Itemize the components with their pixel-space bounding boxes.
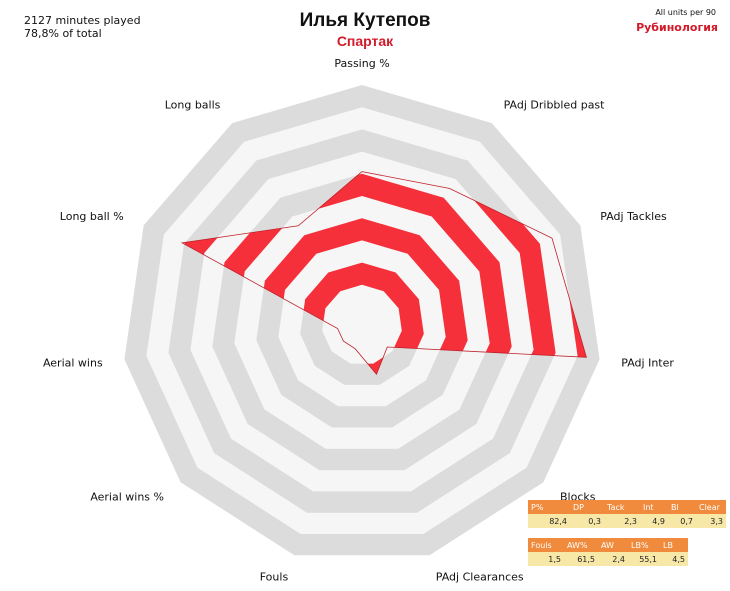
- minutes-played: 2127 minutes played: [24, 14, 141, 27]
- stats-value: 1,5: [528, 552, 564, 566]
- stats-value: 55,1: [628, 552, 660, 566]
- stats-table-1: P% DP Tack Int Bl Clear 82,4 0,3 2,3 4,9…: [528, 500, 726, 528]
- stats-value: 0,3: [570, 514, 604, 528]
- axis-label: Aerial wins: [43, 356, 103, 369]
- stats-value: 82,4: [528, 514, 570, 528]
- stats-table-2: Fouls AW% AW LB% LB 1,5 61,5 2,4 55,1 4,…: [528, 538, 688, 566]
- stats-table-1-header: P% DP Tack Int Bl Clear: [528, 500, 726, 514]
- stats-table-1-values: 82,4 0,3 2,3 4,9 0,7 3,3: [528, 514, 726, 528]
- stats-header: AW: [598, 538, 628, 552]
- stats-value: 0,7: [668, 514, 696, 528]
- player-name: Илья Кутепов: [299, 10, 431, 31]
- stats-value: 2,3: [604, 514, 640, 528]
- stats-table-2-values: 1,5 61,5 2,4 55,1 4,5: [528, 552, 688, 566]
- brand-label: Рубинология: [636, 21, 718, 34]
- axis-label: Passing %: [334, 57, 389, 70]
- stats-value: 4,5: [660, 552, 688, 566]
- stats-header: AW%: [564, 538, 598, 552]
- axis-label: Long balls: [165, 99, 221, 112]
- axis-label: Long ball %: [60, 210, 124, 223]
- stats-value: 4,9: [640, 514, 668, 528]
- minutes-share: 78,8% of total: [24, 27, 102, 40]
- stats-header: LB: [660, 538, 688, 552]
- stats-header: Clear: [696, 500, 726, 514]
- stats-value: 3,3: [696, 514, 726, 528]
- stats-header: Fouls: [528, 538, 564, 552]
- stats-header: Tack: [604, 500, 640, 514]
- radar-data-band: [344, 307, 380, 343]
- axis-label: PAdj Inter: [621, 356, 674, 369]
- stats-value: 2,4: [598, 552, 628, 566]
- units-note: All units per 90: [655, 8, 716, 17]
- stats-header: Bl: [668, 500, 696, 514]
- axis-label: Fouls: [260, 570, 289, 583]
- axis-label: PAdj Tackles: [600, 210, 667, 223]
- stats-header: DP: [570, 500, 604, 514]
- axis-label: PAdj Dribbled past: [504, 99, 606, 112]
- stats-table-2-header: Fouls AW% AW LB% LB: [528, 538, 688, 552]
- stats-header: Int: [640, 500, 668, 514]
- team-name: Спартак: [336, 33, 394, 49]
- axis-label: PAdj Clearances: [436, 570, 524, 583]
- stats-value: 61,5: [564, 552, 598, 566]
- stats-header: LB%: [628, 538, 660, 552]
- radar-data-outline: [180, 171, 587, 375]
- stats-header: P%: [528, 500, 570, 514]
- minutes-info: 2127 minutes played 78,8% of total: [24, 14, 141, 40]
- axis-label: Aerial wins %: [90, 491, 164, 504]
